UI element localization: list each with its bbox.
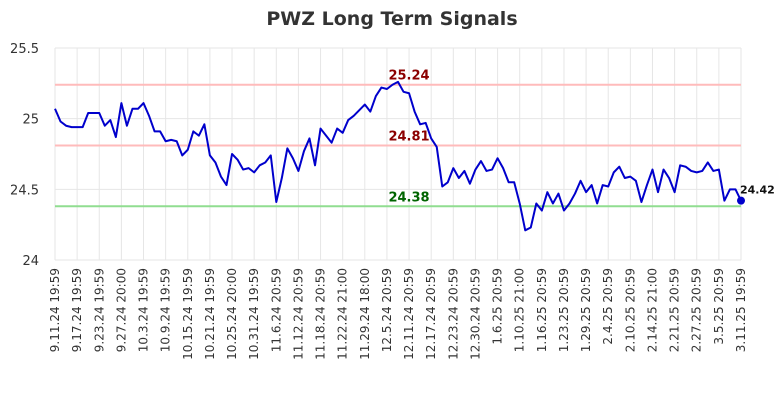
x-tick-label: 10.3.24 19:59	[137, 268, 151, 352]
axes: 24 24.5 25 25.5 9.11.24 19:59 9.17.24 19:59 9.…	[10, 42, 748, 360]
y-tick-label: 25.5	[10, 42, 39, 57]
y-tick-label: 25	[22, 113, 39, 128]
x-tick-label: 12.11.24 20:59	[402, 268, 416, 360]
x-tick-label: 9.27.24 20:00	[114, 268, 128, 352]
x-tick-label: 12.23.24 20:59	[446, 268, 460, 360]
series-line	[54, 80, 742, 232]
labels-layer: 25.24 24.81 24.38 24.42	[388, 69, 774, 206]
series-layer	[54, 80, 745, 232]
x-tick-label: 11.12.24 20:59	[291, 268, 305, 360]
x-tick-label: 2.27.25 20:59	[690, 268, 704, 352]
x-tick-label: 11.29.24 18:00	[358, 268, 372, 360]
reference-lines	[55, 83, 741, 208]
x-tick-label: 12.5.24 20:59	[380, 268, 394, 352]
x-tick-label: 1.16.25 20:59	[535, 268, 549, 352]
x-tick-label: 11.6.24 20:59	[269, 268, 283, 352]
x-tick-label: 12.17.24 20:59	[424, 268, 438, 360]
x-tick-label: 10.9.24 19:59	[159, 268, 173, 352]
x-tick-label: 1.6.25 20:59	[491, 268, 505, 345]
x-tick-label: 1.23.25 20:59	[557, 268, 571, 352]
x-tick-label: 2.14.25 21:00	[645, 268, 659, 352]
x-tick-label: 11.18.24 20:59	[314, 268, 328, 360]
reference-line-label: 25.24	[388, 69, 429, 84]
x-tick-label: 9.23.24 19:59	[92, 268, 106, 352]
x-tick-label: 10.21.24 19:59	[203, 268, 217, 360]
x-tick-label: 9.17.24 19:59	[70, 268, 84, 352]
x-tick-label: 1.29.25 20:59	[579, 268, 593, 352]
y-tick-label: 24.5	[10, 183, 39, 198]
x-tick-label: 2.10.25 20:59	[623, 268, 637, 352]
chart-title: PWZ Long Term Signals	[266, 8, 517, 30]
x-tick-label: 10.15.24 19:59	[181, 268, 195, 360]
x-tick-label: 3.5.25 20:59	[712, 268, 726, 345]
last-value-label: 24.42	[740, 184, 775, 197]
x-tick-label: 12.30.24 20:59	[468, 268, 482, 360]
x-tick-label: 1.10.25 21:00	[513, 268, 527, 352]
x-tick-label: 2.4.25 20:59	[601, 268, 615, 345]
x-tick-label: 3.11.25 19:59	[734, 268, 748, 352]
last-point-marker	[737, 196, 745, 205]
x-tick-label: 11.22.24 21:00	[336, 268, 350, 360]
y-tick-label: 24	[22, 254, 39, 269]
reference-line-label: 24.81	[388, 130, 429, 145]
x-tick-label: 10.31.24 19:59	[247, 268, 261, 360]
x-tick-label: 9.11.24 19:59	[48, 268, 62, 352]
x-tick-label: 10.25.24 20:00	[225, 268, 239, 360]
x-tick-label: 2.21.25 20:59	[668, 268, 682, 352]
reference-line-label: 24.38	[388, 190, 429, 205]
